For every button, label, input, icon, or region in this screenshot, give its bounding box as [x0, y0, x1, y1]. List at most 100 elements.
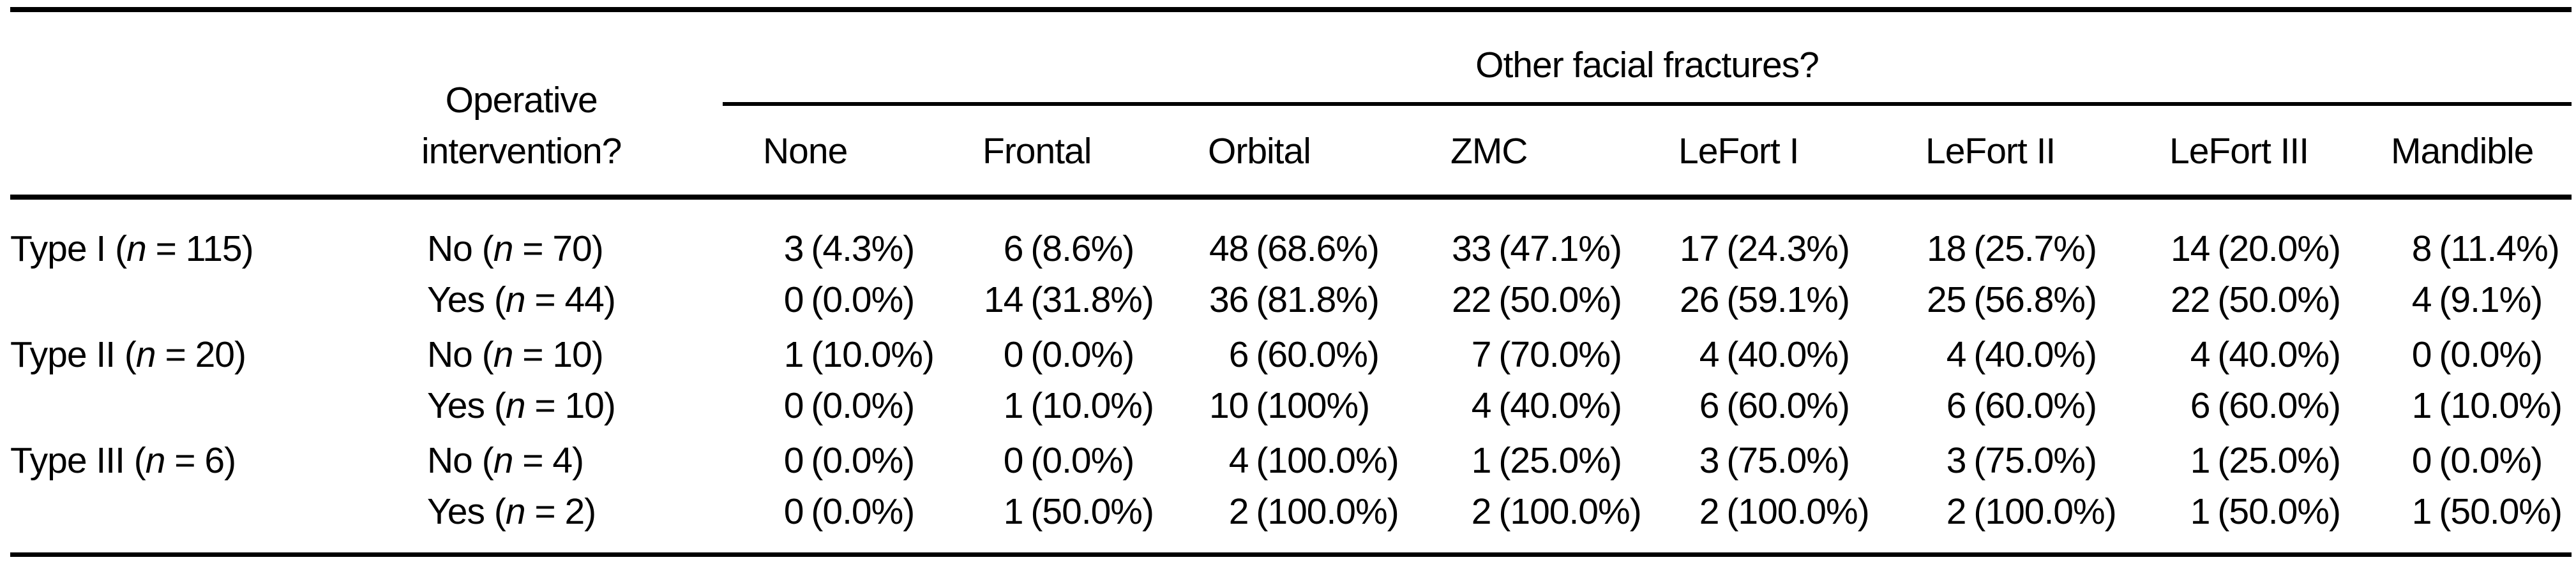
operative-label: No (n = 10) [418, 329, 763, 380]
column-header-frontal: Frontal [983, 131, 1092, 172]
cell-count: 36 [1209, 279, 1249, 320]
cell-percent: (0.0%) [811, 385, 915, 426]
data-cell-mandible: 8 (11.4%) [2391, 223, 2576, 274]
data-cell-lefort-2: 4 (40.0%) [1925, 329, 2169, 380]
cell-percent: (31.8%) [1030, 279, 1154, 320]
cell-percent: (60.0%) [2217, 385, 2341, 426]
type-label: Type III (n = 6) [10, 435, 418, 486]
data-cell-lefort-1: 2 (100.0%) [1678, 486, 1925, 537]
data-cell-zmc: 1 (25.0%) [1450, 435, 1678, 486]
cell-count: 1 [2190, 491, 2211, 532]
operative-label-text: No ( [427, 228, 494, 269]
data-cell-lefort-1: 26 (59.1%) [1678, 274, 1925, 325]
table-row: Yes (n = 2) 0 (0.0%) 1 (50.0%) 2 (100.0%) 2… [10, 486, 2576, 537]
cell-percent: (60.0%) [1973, 385, 2097, 426]
cell-percent: (50.0%) [1030, 491, 1154, 532]
top-rule [10, 7, 2572, 12]
cell-percent: (68.6%) [1256, 228, 1380, 269]
cell-percent: (0.0%) [811, 440, 915, 481]
cell-percent: (40.0%) [1973, 334, 2097, 375]
type-label-text: Type II ( [10, 334, 137, 375]
data-cell-mandible: 1 (50.0%) [2391, 486, 2576, 537]
operative-label-text: = 10) [525, 385, 616, 426]
cell-percent: (4.3%) [811, 228, 915, 269]
operative-label-text: = 70) [513, 228, 604, 269]
type-label-text: = 115) [146, 228, 254, 269]
cell-count: 0 [2411, 334, 2432, 375]
cell-count: 0 [783, 491, 804, 532]
operative-label: No (n = 70) [418, 223, 763, 274]
table-body: Type I (n = 115) No (n = 70) 3 (4.3%) 6 (8… [10, 223, 2576, 537]
italic-n: n [493, 440, 514, 481]
cell-percent: (0.0%) [2439, 440, 2543, 481]
column-header-lefort-2: LeFort II [1925, 131, 2056, 172]
cell-count: 10 [1209, 385, 1249, 426]
data-cell-zmc: 2 (100.0%) [1450, 486, 1678, 537]
cell-count: 8 [2411, 228, 2432, 269]
cell-percent: (0.0%) [1030, 334, 1134, 375]
data-cell-lefort-1: 4 (40.0%) [1678, 329, 1925, 380]
cell-percent: (10.0%) [2439, 385, 2563, 426]
data-cell-zmc: 4 (40.0%) [1450, 380, 1678, 431]
table-row: Type I (n = 115) No (n = 70) 3 (4.3%) 6 (8… [10, 223, 2576, 274]
cell-count: 22 [2170, 279, 2210, 320]
cell-count: 2 [1228, 491, 1249, 532]
data-cell-lefort-2: 2 (100.0%) [1925, 486, 2169, 537]
data-cell-none: 0 (0.0%) [763, 486, 983, 537]
cell-percent: (70.0%) [1498, 334, 1622, 375]
cell-count: 25 [1926, 279, 1966, 320]
cell-count: 0 [1003, 440, 1024, 481]
data-cell-lefort-3: 22 (50.0%) [2169, 274, 2391, 325]
cell-count: 3 [783, 228, 804, 269]
cell-percent: (100.0%) [1973, 491, 2116, 532]
cell-count: 4 [1471, 385, 1492, 426]
cell-count: 48 [1209, 228, 1249, 269]
cell-count: 2 [1699, 491, 1720, 532]
cell-count: 2 [1946, 491, 1967, 532]
cell-percent: (50.0%) [2217, 491, 2341, 532]
data-cell-mandible: 4 (9.1%) [2391, 274, 2576, 325]
cell-count: 17 [1679, 228, 1719, 269]
italic-n: n [493, 334, 514, 375]
data-cell-lefort-3: 1 (25.0%) [2169, 435, 2391, 486]
operative-label: Yes (n = 2) [418, 486, 763, 537]
operative-label: Yes (n = 44) [418, 274, 763, 325]
italic-n: n [505, 385, 526, 426]
data-cell-frontal: 14 (31.8%) [983, 274, 1208, 325]
cell-percent: (25.0%) [1498, 440, 1622, 481]
cell-percent: (0.0%) [2439, 334, 2543, 375]
cell-percent: (8.6%) [1030, 228, 1134, 269]
cell-count: 0 [783, 385, 804, 426]
cell-percent: (11.4%) [2439, 228, 2559, 269]
cell-count: 1 [1471, 440, 1492, 481]
data-cell-frontal: 1 (10.0%) [983, 380, 1208, 431]
operative-label-text: = 2) [525, 491, 596, 532]
cell-percent: (40.0%) [1498, 385, 1622, 426]
cell-percent: (50.0%) [2439, 491, 2563, 532]
cell-percent: (9.1%) [2439, 279, 2543, 320]
bottom-rule [10, 552, 2572, 557]
operative-label-text: Yes ( [427, 279, 506, 320]
operative-label-text: No ( [427, 440, 494, 481]
data-cell-zmc: 7 (70.0%) [1450, 329, 1678, 380]
type-label: Type II (n = 20) [10, 329, 418, 380]
cell-count: 4 [1228, 440, 1249, 481]
cell-count: 6 [1003, 228, 1024, 269]
column-header-lefort-3: LeFort III [2169, 131, 2309, 172]
column-header-mandible: Mandible [2391, 131, 2534, 172]
data-cell-lefort-2: 18 (25.7%) [1925, 223, 2169, 274]
header-body-rule [10, 195, 2572, 200]
cell-count: 0 [2411, 440, 2432, 481]
data-cell-lefort-1: 3 (75.0%) [1678, 435, 1925, 486]
cell-percent: (25.7%) [1973, 228, 2097, 269]
type-label: Type I (n = 115) [10, 223, 418, 274]
cell-percent: (10.0%) [1030, 385, 1154, 426]
operative-header-line1: Operative [445, 80, 598, 121]
column-header-row: None Frontal Orbital ZMC LeFort I LeFort… [10, 126, 2576, 177]
operative-label: No (n = 4) [418, 435, 763, 486]
cell-percent: (40.0%) [2217, 334, 2341, 375]
data-cell-lefort-1: 6 (60.0%) [1678, 380, 1925, 431]
cell-count: 1 [2411, 385, 2432, 426]
data-cell-orbital: 2 (100.0%) [1208, 486, 1450, 537]
data-cell-orbital: 4 (100.0%) [1208, 435, 1450, 486]
